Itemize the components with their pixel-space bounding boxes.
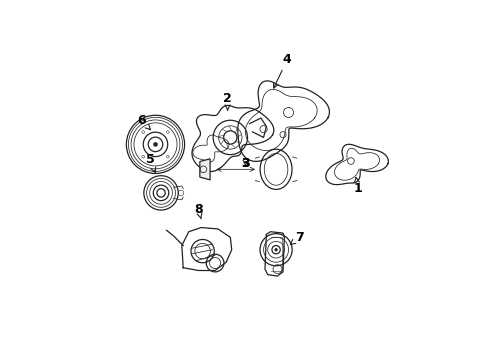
Text: 3: 3 <box>241 157 250 170</box>
Text: 6: 6 <box>137 114 150 130</box>
Text: 8: 8 <box>194 203 203 219</box>
Text: 3: 3 <box>241 157 250 170</box>
Text: 7: 7 <box>291 231 304 244</box>
Circle shape <box>274 248 278 251</box>
Circle shape <box>153 142 157 147</box>
Text: 1: 1 <box>353 177 362 195</box>
Polygon shape <box>200 159 210 180</box>
Text: 2: 2 <box>223 92 232 110</box>
Text: 4: 4 <box>273 53 292 88</box>
Text: 5: 5 <box>146 153 156 172</box>
